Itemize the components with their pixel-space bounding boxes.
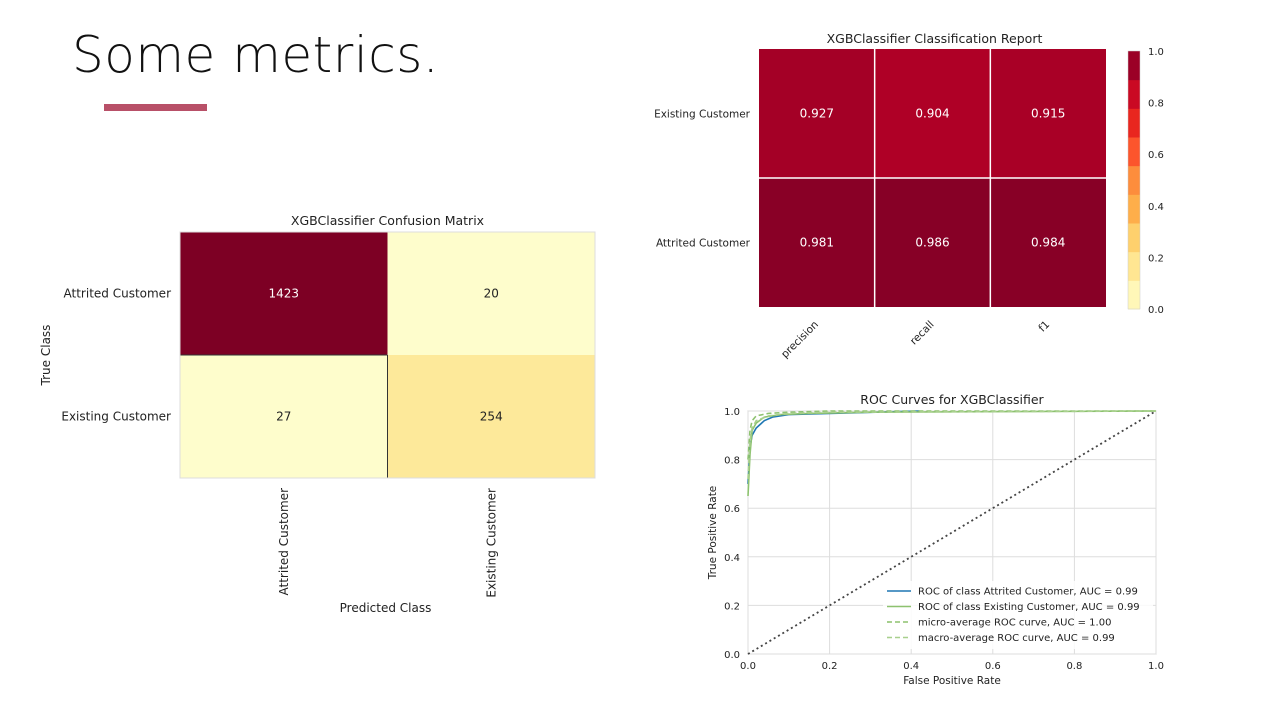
cr-colorbar-tick: 0.6: [1148, 150, 1164, 161]
slide-title: Some metrics.: [72, 26, 440, 84]
roc-series-line: [747, 410, 1156, 460]
roc-legend-label: ROC of class Existing Customer, AUC = 0.…: [918, 602, 1140, 613]
cr-colorbar-tick: 0.2: [1148, 253, 1164, 264]
cm-ytick-label: Existing Customer: [61, 410, 171, 424]
cr-colorbar-tick: 0.8: [1148, 99, 1164, 110]
roc-legend-box: [883, 581, 1153, 649]
cr-cell-value: 0.904: [915, 107, 949, 121]
roc-ytick-label: 0.2: [724, 601, 740, 612]
cm-ylabel: True Class: [39, 325, 53, 387]
cr-cell: [759, 178, 875, 307]
cr-colorbar-segment: [1128, 280, 1140, 310]
roc-ytick-label: 0.4: [724, 553, 740, 564]
cr-colorbar-frame: [1127, 50, 1141, 310]
cr-ytick-label: Existing Customer: [654, 109, 751, 121]
cm-cell-value: 254: [480, 410, 503, 424]
roc-ytick-label: 0.0: [724, 650, 740, 661]
title-underline: [104, 104, 207, 111]
roc-ylabel: True Positive Rate: [707, 486, 719, 581]
cm-xtick-label: Existing Customer: [484, 488, 498, 598]
roc-ytick-label: 1.0: [724, 407, 740, 418]
roc-legend-label: ROC of class Attrited Customer, AUC = 0.…: [918, 587, 1138, 598]
cm-ytick-label: Attrited Customer: [64, 287, 172, 301]
roc-diagonal-reference: [747, 410, 1157, 655]
cr-cell-value: 0.981: [800, 236, 834, 250]
cr-cell-value: 0.927: [800, 107, 834, 121]
cr-cell: [990, 49, 1106, 178]
cm-title: XGBClassifier Confusion Matrix: [291, 213, 484, 228]
cr-colorbar-segment: [1128, 108, 1140, 138]
roc-xtick-label: 0.8: [1066, 661, 1082, 672]
cr-cell-value: 0.915: [1031, 107, 1065, 121]
cm-cell: [180, 355, 388, 478]
cm-cell: [180, 232, 388, 355]
cr-colorbar-segment: [1128, 165, 1140, 195]
roc-xtick-label: 0.4: [903, 661, 919, 672]
roc-xtick-label: 0.2: [822, 661, 838, 672]
cm-xlabel: Predicted Class: [340, 601, 432, 615]
cr-cell: [874, 49, 991, 178]
cr-colorbar-segment: [1128, 137, 1140, 167]
roc-legend-label: macro-average ROC curve, AUC = 0.99: [918, 633, 1115, 644]
cr-ytick-label: Attrited Customer: [656, 238, 751, 250]
cr-cell: [990, 178, 1106, 307]
cm-frame: [179, 231, 596, 479]
roc-xlabel: False Positive Rate: [903, 675, 1001, 687]
roc-xtick-label: 0.0: [740, 661, 756, 672]
roc-legend-label: micro-average ROC curve, AUC = 1.00: [918, 618, 1111, 629]
cr-cell: [759, 49, 875, 178]
cr-colorbar-segment: [1128, 251, 1140, 281]
cr-colorbar-segment: [1128, 51, 1140, 81]
cm-cell: [387, 355, 595, 478]
cr-colorbar-segment: [1128, 223, 1140, 253]
roc-title: ROC Curves for XGBClassifier: [860, 392, 1044, 407]
cr-title: XGBClassifier Classification Report: [827, 31, 1043, 46]
cr-cell-value: 0.984: [1031, 236, 1065, 250]
cr-colorbar-tick: 1.0: [1148, 47, 1164, 58]
roc-xtick-label: 1.0: [1148, 661, 1164, 672]
cr-cell: [874, 178, 991, 307]
cm-cell-value: 20: [484, 287, 499, 301]
roc-ytick-label: 0.8: [724, 456, 740, 467]
roc-ytick-label: 0.6: [724, 504, 740, 515]
cm-cell: [387, 232, 595, 355]
cr-colorbar-segment: [1128, 194, 1140, 224]
cm-cell-value: 1423: [268, 287, 299, 301]
cr-cell-value: 0.986: [915, 236, 949, 250]
cm-xtick-label: Attrited Customer: [277, 488, 291, 596]
cm-cell-value: 27: [276, 410, 291, 424]
cr-colorbar-tick: 0.0: [1148, 305, 1164, 316]
cr-colorbar-tick: 0.4: [1148, 202, 1164, 213]
cr-colorbar-segment: [1128, 79, 1140, 109]
roc-series-line: [747, 410, 1157, 480]
roc-xtick-label: 0.6: [985, 661, 1001, 672]
